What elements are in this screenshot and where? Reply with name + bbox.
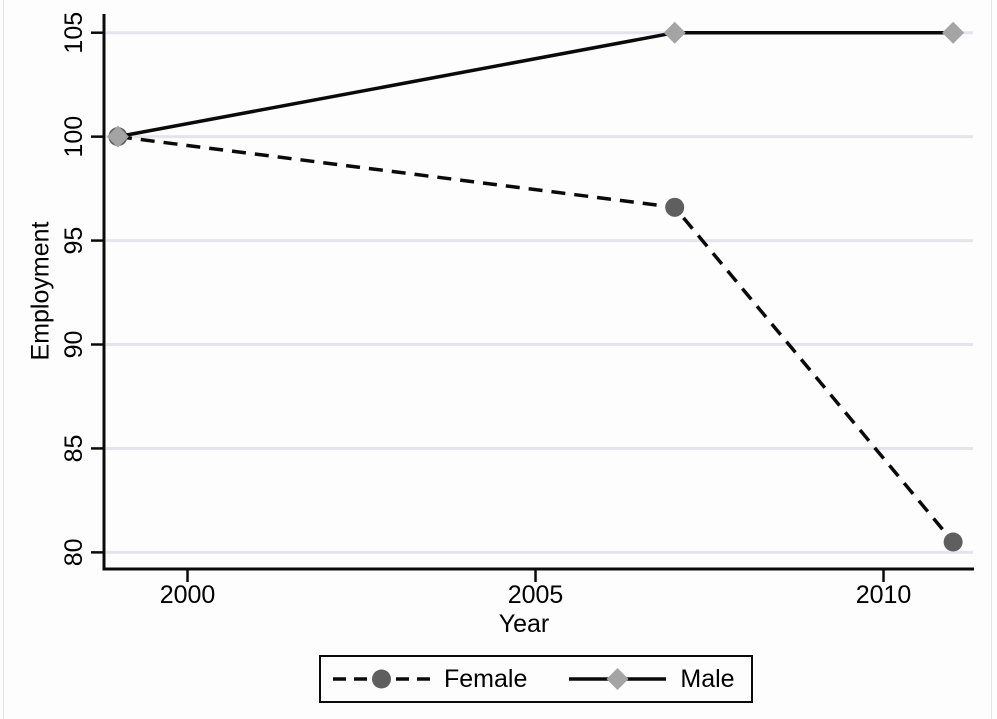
x-tick-label-2005: 2005 — [508, 581, 564, 609]
female-dashed-line-swatch — [333, 669, 430, 689]
x-tick-label-2000: 2000 — [160, 581, 216, 609]
legend-label-male: Male — [680, 664, 735, 693]
female-marker-2007 — [665, 197, 685, 217]
y-tick-label-95: 95 — [60, 227, 88, 255]
male-marker-1999 — [106, 125, 129, 148]
legend: Female Male — [319, 655, 753, 703]
legend-item-male: Male — [569, 664, 735, 693]
y-tick-label-85: 85 — [60, 435, 88, 463]
window-edge-left — [3, 0, 4, 719]
female-legend-marker — [372, 669, 391, 689]
male-marker-2007 — [663, 21, 686, 44]
female-marker-2011 — [943, 532, 963, 552]
y-tick-label-100: 100 — [60, 116, 88, 158]
window-edge-right — [991, 0, 992, 719]
male-line — [117, 30, 954, 139]
male-marker-2011 — [942, 21, 965, 44]
male-solid-line-swatch — [569, 668, 667, 690]
y-tick-label-90: 90 — [60, 331, 88, 359]
female-line — [117, 134, 955, 544]
y-axis-title: Employment — [26, 221, 55, 361]
legend-item-female: Female — [333, 666, 527, 692]
x-axis-title: Year — [498, 610, 550, 638]
y-tick-label-80: 80 — [60, 538, 88, 566]
legend-label-female: Female — [444, 664, 528, 693]
y-tick-label-105: 105 — [60, 12, 88, 54]
x-tick-label-2010: 2010 — [856, 581, 912, 609]
male-legend-marker — [606, 668, 629, 690]
